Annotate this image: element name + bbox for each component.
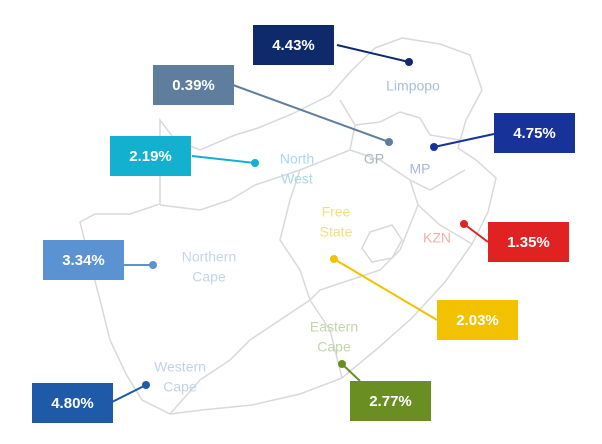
value-label: 4.43%: [272, 37, 315, 54]
value-label: 3.34%: [62, 252, 105, 269]
region-name: North: [280, 151, 314, 167]
region-name: West: [281, 171, 313, 187]
marker-dot: [405, 58, 413, 66]
value-box: [437, 300, 518, 340]
value-box: [43, 240, 124, 280]
value-label: 0.39%: [172, 77, 215, 94]
connector: [232, 84, 390, 143]
region-name: Free: [322, 204, 351, 220]
region-name: Limpopo: [386, 78, 440, 94]
marker-dot: [149, 261, 157, 269]
map-outline: [79, 37, 497, 415]
region-name: MP: [410, 161, 431, 177]
connector: [341, 363, 361, 382]
value-box: [488, 222, 569, 262]
value-label: 4.75%: [513, 125, 556, 142]
connector: [111, 384, 147, 403]
value-box: [153, 65, 234, 105]
connector: [191, 155, 256, 164]
marker-dot: [251, 159, 259, 167]
region-name: Cape: [317, 339, 351, 355]
connector: [336, 44, 410, 63]
value-box: [32, 383, 113, 423]
marker-dot: [430, 143, 438, 151]
connector: [433, 133, 495, 148]
region-name: Cape: [192, 269, 226, 285]
value-box: [253, 25, 334, 65]
region-name: State: [320, 224, 353, 240]
value-label: 2.77%: [369, 393, 412, 410]
region-name: KZN: [423, 230, 451, 246]
value-box: [110, 136, 191, 176]
marker-dot: [142, 381, 150, 389]
marker-dot: [338, 360, 346, 368]
value-label: 1.35%: [507, 234, 550, 251]
region-name: Northern: [182, 249, 236, 265]
marker-dot: [385, 138, 393, 146]
connector: [463, 223, 489, 243]
region-name: Western: [154, 359, 206, 375]
region-name: GP: [364, 151, 384, 167]
value-label: 2.03%: [456, 312, 499, 329]
marker-dot: [330, 255, 338, 263]
value-label: 2.19%: [129, 148, 172, 165]
connector: [333, 258, 438, 321]
marker-dot: [460, 220, 468, 228]
value-label: 4.80%: [51, 395, 94, 412]
region-name: Eastern: [310, 319, 358, 335]
value-box: [494, 113, 575, 153]
value-box: [350, 381, 431, 421]
region-name: Cape: [163, 379, 197, 395]
